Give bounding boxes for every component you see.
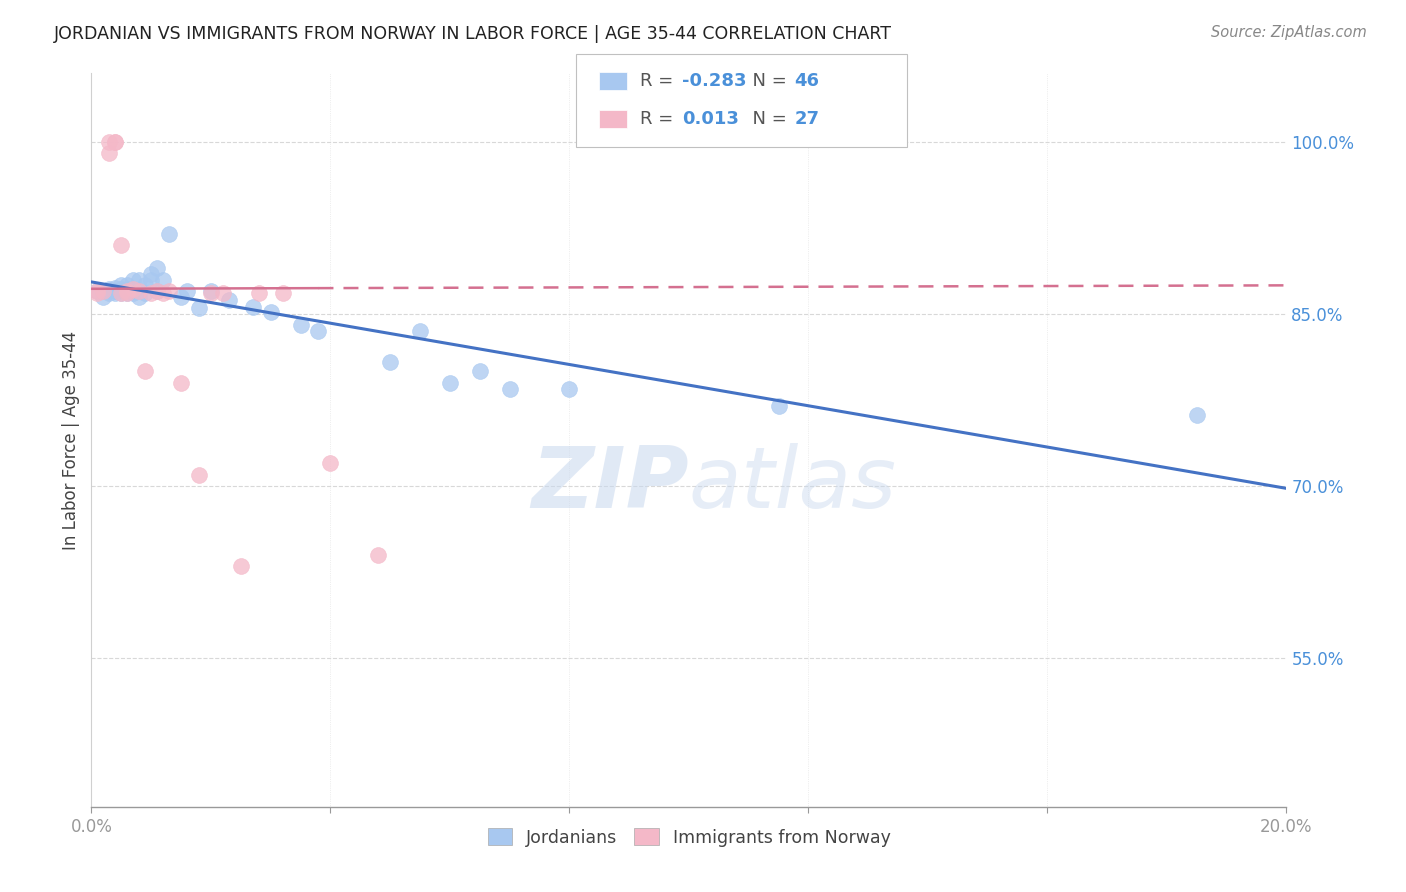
Point: [115, 282, 138, 296]
Y-axis label: In Labor Force | Age 35-44: In Labor Force | Age 35-44: [62, 331, 80, 549]
Point: [290, 318, 312, 333]
Point: [98, 135, 121, 149]
Point: [98, 286, 121, 301]
Point: [98, 146, 121, 161]
Point: [93, 284, 115, 298]
Point: [271, 286, 294, 301]
Text: 0.013: 0.013: [682, 110, 738, 128]
Point: [152, 286, 174, 301]
Point: [93, 284, 115, 298]
Point: [468, 364, 491, 378]
Point: [242, 300, 264, 314]
Point: [110, 238, 132, 252]
Point: [1185, 408, 1208, 422]
Point: [188, 467, 211, 482]
Point: [122, 286, 145, 301]
Point: [141, 286, 163, 301]
Point: [146, 284, 169, 298]
Point: [307, 324, 329, 338]
Legend: Jordanians, Immigrants from Norway: Jordanians, Immigrants from Norway: [481, 822, 897, 854]
Point: [141, 267, 163, 281]
Point: [115, 284, 138, 298]
Point: [157, 227, 180, 241]
Point: [499, 382, 522, 396]
Point: [141, 272, 163, 286]
Point: [218, 293, 240, 308]
Point: [170, 376, 193, 390]
Point: [104, 286, 127, 301]
Point: [115, 278, 138, 293]
Point: [558, 382, 581, 396]
Point: [134, 286, 156, 301]
Point: [128, 284, 150, 298]
Point: [122, 272, 145, 286]
Point: [176, 284, 198, 298]
Point: [115, 286, 138, 301]
Point: [367, 548, 389, 562]
Point: [439, 376, 461, 390]
Point: [86, 284, 108, 298]
Point: [247, 286, 270, 301]
Point: [128, 284, 150, 298]
Point: [110, 282, 132, 296]
Text: N =: N =: [741, 72, 793, 90]
Point: [768, 399, 790, 413]
Text: Source: ZipAtlas.com: Source: ZipAtlas.com: [1211, 25, 1367, 40]
Text: R =: R =: [640, 72, 679, 90]
Point: [146, 261, 169, 276]
Point: [380, 355, 402, 369]
Text: JORDANIAN VS IMMIGRANTS FROM NORWAY IN LABOR FORCE | AGE 35-44 CORRELATION CHART: JORDANIAN VS IMMIGRANTS FROM NORWAY IN L…: [53, 25, 891, 43]
Text: N =: N =: [741, 110, 793, 128]
Text: -0.283: -0.283: [682, 72, 747, 90]
Point: [110, 286, 132, 301]
Point: [128, 290, 150, 304]
Point: [98, 282, 121, 296]
Text: ZIP: ZIP: [531, 442, 689, 525]
Point: [134, 364, 156, 378]
Text: 46: 46: [794, 72, 820, 90]
Point: [104, 135, 127, 149]
Point: [170, 290, 193, 304]
Point: [152, 272, 174, 286]
Point: [157, 284, 180, 298]
Point: [104, 135, 127, 149]
Point: [104, 284, 127, 298]
Point: [134, 278, 156, 293]
Point: [200, 286, 222, 301]
Point: [110, 286, 132, 301]
Point: [86, 284, 108, 298]
Point: [200, 284, 222, 298]
Text: 27: 27: [794, 110, 820, 128]
Point: [128, 272, 150, 286]
Point: [115, 286, 138, 301]
Point: [122, 282, 145, 296]
Point: [211, 286, 233, 301]
Point: [98, 284, 121, 298]
Point: [104, 280, 127, 294]
Point: [146, 284, 169, 298]
Point: [110, 278, 132, 293]
Point: [93, 290, 115, 304]
Text: atlas: atlas: [689, 442, 897, 525]
Point: [229, 559, 252, 574]
Point: [188, 301, 211, 316]
Point: [319, 456, 342, 470]
Point: [259, 304, 281, 318]
Point: [86, 286, 108, 301]
Point: [409, 324, 432, 338]
Point: [122, 284, 145, 298]
Text: R =: R =: [640, 110, 679, 128]
